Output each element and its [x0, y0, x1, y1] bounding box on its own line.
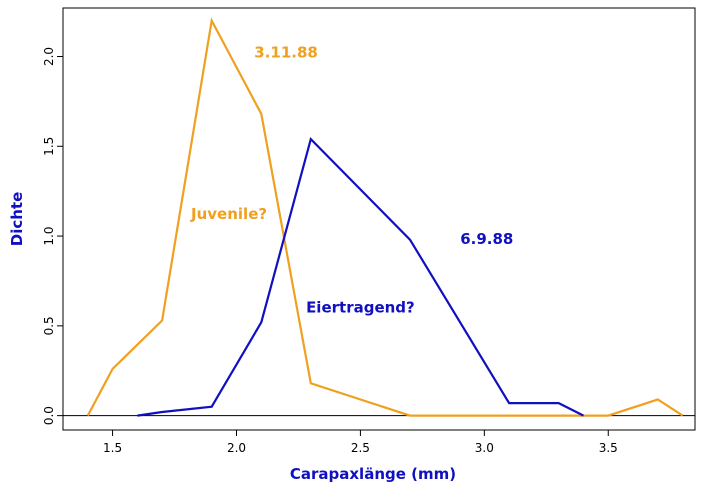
x-tick-label: 2.0: [227, 441, 246, 455]
annotation-label: Eiertragend?: [306, 298, 415, 316]
annotations-layer: 3.11.88 Juvenile? 6.9.88 Eiertragend?: [190, 43, 513, 316]
y-tick-label: 1.5: [42, 137, 56, 156]
annotation-label: Juvenile?: [190, 205, 267, 223]
x-axis-title: Carapaxlänge (mm): [290, 465, 456, 483]
y-tick-label: 2.0: [42, 47, 56, 66]
x-tick-label: 3.5: [599, 441, 618, 455]
series-line-1: [86, 17, 684, 417]
x-tick-label: 2.5: [351, 441, 370, 455]
annotation-label: 6.9.88: [460, 230, 513, 248]
y-axis-title: Dichte: [8, 192, 26, 247]
series-layer: [86, 17, 684, 417]
plot-frame: [62, 7, 696, 431]
x-tick-label: 3.0: [475, 441, 494, 455]
series-line-2: [137, 136, 584, 417]
x-tick-label: 1.5: [103, 441, 122, 455]
x-axis-ticks: 1.5 2.0 2.5 3.0 3.5: [103, 430, 618, 455]
y-tick-label: 0.0: [42, 406, 56, 425]
y-tick-label: 1.0: [42, 227, 56, 246]
y-tick-label: 0.5: [42, 316, 56, 335]
y-axis-ticks: 0.0 0.5 1.0 1.5 2.0: [42, 47, 63, 425]
annotation-label: 3.11.88: [254, 43, 318, 61]
